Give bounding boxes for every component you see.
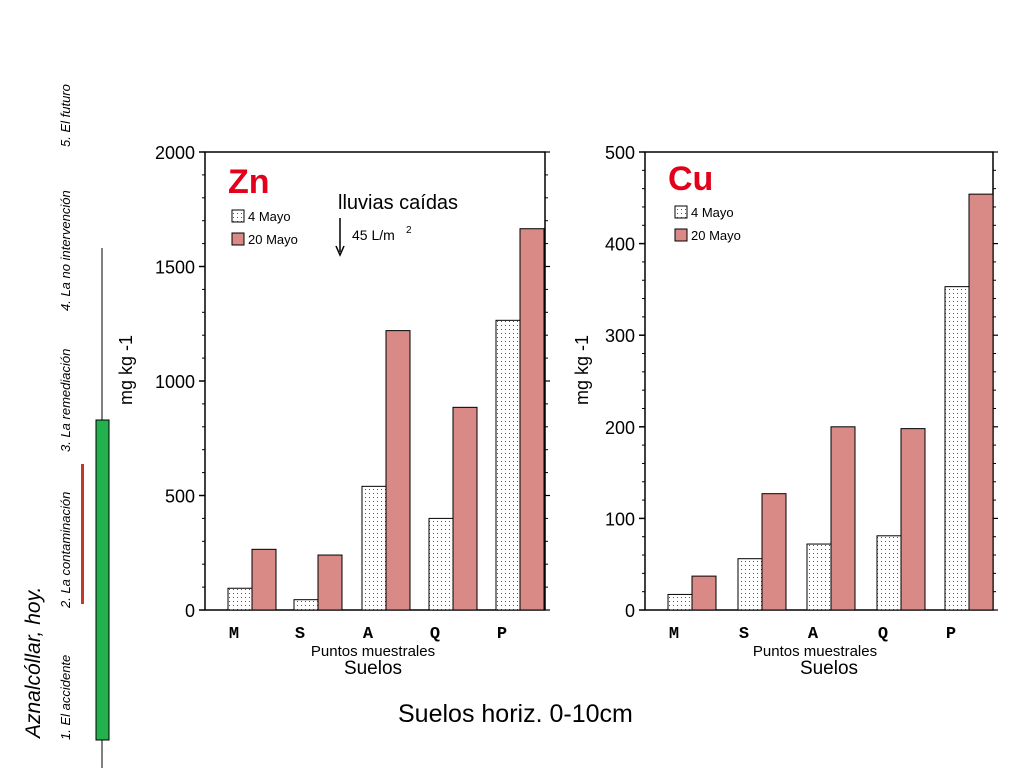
cu-x-axis-label: Suelos [800, 658, 858, 679]
cu-legend-swatch-1 [674, 205, 688, 219]
zn-bar-Q-series1 [428, 517, 454, 611]
cu-y-axis-label: mg kg -1 [572, 335, 592, 405]
zn-y-axis-label: mg kg -1 [116, 335, 136, 405]
sidebar-section-5: 5. El futuro [58, 84, 73, 147]
zn-legend-label-2: 20 Mayo [248, 232, 298, 247]
zn-annotation-arrow-head [335, 245, 345, 257]
cu-y-tick-label: 300 [605, 326, 635, 346]
cu-legend-label-1: 4 Mayo [691, 205, 734, 220]
cu-bar-M-series2 [691, 575, 717, 611]
cu-x-tick-label: Q [878, 625, 888, 644]
cu-x-tick-label: S [739, 625, 749, 644]
cu-legend-swatch-2 [674, 228, 688, 242]
zn-chart-title: Zn [228, 163, 270, 201]
zn-y-tick-label: 0 [185, 601, 195, 621]
cu-x-tick-label: P [946, 625, 956, 644]
cu-y-tick-label: 200 [605, 418, 635, 438]
zn-x-tick-label: Q [430, 625, 440, 644]
cu-x-tick-label: A [808, 625, 819, 644]
zn-annotation-sup: 2 [406, 225, 412, 236]
zn-x-tick-label: A [363, 625, 374, 644]
cu-bar-Q-series1 [876, 535, 902, 611]
zn-bar-P-series2 [519, 228, 545, 611]
cu-bar-S-series1 [737, 558, 763, 611]
zn-legend-swatch-2 [231, 232, 245, 246]
cu-bar-S-series2 [761, 493, 787, 611]
footer-caption: Suelos horiz. 0-10cm [398, 700, 633, 728]
cu-x-tick-label: M [669, 625, 679, 644]
zn-annotation-subtext: 45 L/m [352, 227, 395, 243]
cu-bar-M-series1 [667, 593, 693, 611]
zn-bar-A-series1 [361, 485, 387, 611]
cu-bar-Q-series2 [900, 428, 926, 611]
cu-bar-P-series1 [944, 286, 970, 611]
cu-y-tick-label: 0 [625, 601, 635, 621]
zn-x-tick-label: P [497, 625, 507, 644]
zn-legend-swatch-1 [231, 209, 245, 223]
sidebar-green-bar [95, 419, 110, 741]
zn-y-tick-label: 500 [165, 487, 195, 507]
zn-bar-A-series2 [385, 330, 411, 611]
cu-bar-A-series1 [806, 543, 832, 611]
zn-bar-P-series1 [495, 319, 521, 611]
sidebar-section-2: 2. La contaminación [58, 491, 73, 608]
zn-annotation-text: lluvias caídas [338, 192, 458, 214]
cu-chart-title: Cu [668, 160, 713, 198]
zn-bar-M-series1 [227, 587, 253, 611]
cu-bar-A-series2 [830, 426, 856, 611]
sidebar-section-4: 4. La no intervención [58, 190, 73, 311]
cu-legend-label-2: 20 Mayo [691, 228, 741, 243]
cu-plot-frame [644, 151, 994, 611]
zn-bar-M-series2 [251, 548, 277, 611]
zn-y-tick-label: 1000 [155, 372, 195, 392]
zn-y-tick-label: 2000 [155, 143, 195, 163]
zn-bar-S-series1 [293, 599, 319, 611]
zn-bar-Q-series2 [452, 406, 478, 611]
sidebar-section-1: 1. El accidente [58, 654, 73, 740]
sidebar-red-bar [81, 464, 84, 604]
zn-x-label-secondary: Puntos muestrales [311, 643, 435, 660]
zn-y-tick-label: 1500 [155, 258, 195, 278]
zn-x-tick-label: M [229, 625, 239, 644]
cu-y-tick-label: 400 [605, 235, 635, 255]
zn-x-tick-label: S [295, 625, 305, 644]
cu-bar-P-series2 [968, 193, 994, 611]
sidebar-title: Aznalcóllar, hoy. [22, 586, 45, 738]
zn-legend-label-1: 4 Mayo [248, 209, 291, 224]
cu-y-tick-label: 500 [605, 143, 635, 163]
zn-bar-S-series2 [317, 554, 343, 611]
sidebar-section-3: 3. La remediación [58, 348, 73, 452]
cu-x-label-secondary: Puntos muestrales [753, 643, 877, 660]
zn-x-axis-label: Suelos [344, 658, 402, 679]
cu-y-tick-label: 100 [605, 509, 635, 529]
